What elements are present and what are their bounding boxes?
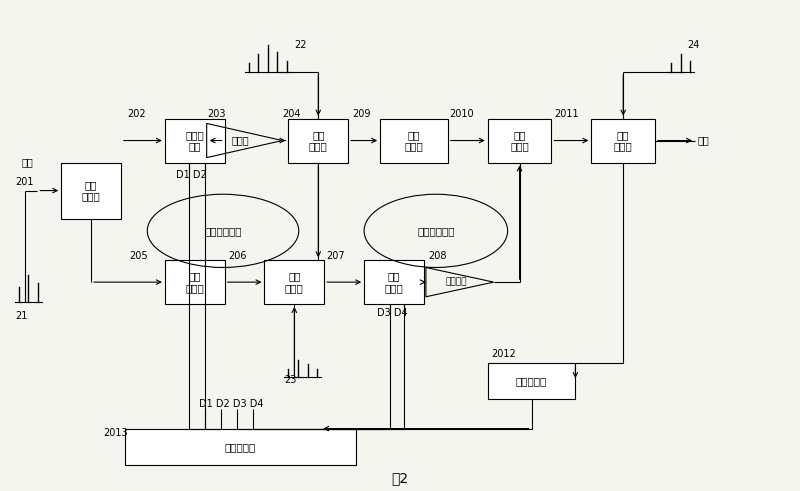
Text: 203: 203: [207, 109, 226, 118]
Text: 21: 21: [16, 311, 28, 321]
Text: 主功放: 主功放: [232, 136, 250, 145]
Text: 2013: 2013: [103, 429, 128, 438]
Text: 第四
耦合器: 第四 耦合器: [510, 130, 529, 151]
Text: 第二
耦合器: 第二 耦合器: [309, 130, 328, 151]
Text: 2011: 2011: [554, 109, 578, 118]
Text: 图2: 图2: [391, 471, 409, 485]
FancyBboxPatch shape: [165, 118, 225, 163]
Text: 205: 205: [129, 251, 147, 261]
Text: 208: 208: [428, 251, 446, 261]
Text: 自动控制器: 自动控制器: [225, 442, 256, 452]
Text: 载波抵消环路: 载波抵消环路: [204, 226, 242, 236]
Text: 窄带接收机: 窄带接收机: [516, 376, 547, 386]
FancyBboxPatch shape: [488, 118, 551, 163]
FancyBboxPatch shape: [288, 118, 348, 163]
Text: 输出: 输出: [698, 136, 709, 145]
Text: 第一
耦合器: 第一 耦合器: [82, 180, 101, 201]
FancyBboxPatch shape: [125, 429, 356, 465]
FancyBboxPatch shape: [380, 118, 448, 163]
Text: D1 D2: D1 D2: [176, 170, 206, 180]
Text: 23: 23: [285, 375, 297, 384]
Text: 2012: 2012: [492, 349, 517, 359]
FancyBboxPatch shape: [364, 260, 424, 304]
Text: 第二
延迟器: 第二 延迟器: [405, 130, 423, 151]
FancyBboxPatch shape: [165, 260, 225, 304]
Text: 204: 204: [282, 109, 301, 118]
Text: 第二
衰减器: 第二 衰减器: [385, 272, 403, 293]
Text: 207: 207: [326, 251, 346, 261]
Text: 2010: 2010: [450, 109, 474, 118]
Text: 误差功放: 误差功放: [446, 277, 467, 287]
Text: 误差抵消环路: 误差抵消环路: [417, 226, 454, 236]
Text: 第五
耦合器: 第五 耦合器: [614, 130, 633, 151]
FancyBboxPatch shape: [591, 118, 655, 163]
Text: 第一衰
减器: 第一衰 减器: [186, 130, 204, 151]
Text: 第三
耦合器: 第三 耦合器: [285, 272, 304, 293]
Text: 输入: 输入: [22, 158, 33, 167]
Text: 22: 22: [294, 40, 306, 50]
Text: 第一
延迟器: 第一 延迟器: [186, 272, 204, 293]
Text: 202: 202: [127, 109, 146, 118]
FancyBboxPatch shape: [61, 163, 121, 218]
Text: D3 D4: D3 D4: [377, 308, 407, 318]
FancyBboxPatch shape: [488, 363, 575, 399]
Text: 209: 209: [352, 109, 370, 118]
Text: D1 D2 D3 D4: D1 D2 D3 D4: [199, 399, 264, 409]
Text: 206: 206: [229, 251, 247, 261]
FancyBboxPatch shape: [265, 260, 324, 304]
Text: 201: 201: [16, 177, 34, 187]
Text: 24: 24: [687, 40, 699, 50]
